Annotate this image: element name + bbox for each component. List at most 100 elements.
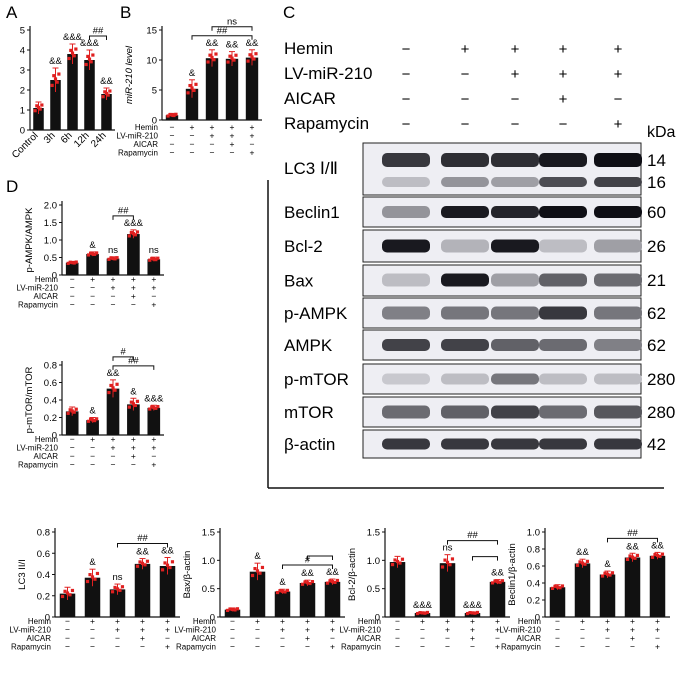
data-point (118, 588, 122, 592)
treatment-sign: − (170, 122, 175, 132)
blot-treatment-sign: − (461, 116, 470, 133)
blot-band (491, 306, 539, 320)
treatment-sign: − (605, 642, 610, 652)
treatment-sign: − (395, 633, 400, 643)
blot-band (594, 438, 642, 450)
data-point (495, 580, 500, 584)
y-axis-label: miR-210 level (124, 45, 135, 104)
blot-band (441, 373, 489, 385)
blot-treatment-label: Rapamycin (284, 114, 369, 133)
blot-row: 21 Bax (284, 264, 666, 297)
treatment-row-label: Hemin (358, 617, 381, 626)
treatment-sign: + (655, 625, 660, 635)
treatment-row-label: LV-miR-210 (499, 626, 541, 635)
data-point (192, 88, 196, 93)
bar (84, 60, 95, 130)
bar (649, 555, 666, 617)
treatment-sign: − (111, 460, 116, 470)
bar (464, 613, 481, 617)
data-point (214, 52, 218, 56)
y-tick-label: 0 (210, 613, 215, 624)
treatment-sign: − (255, 633, 260, 643)
y-tick-label: 0.6 (44, 378, 57, 389)
data-point (493, 579, 497, 583)
treatment-sign: − (170, 131, 175, 141)
y-axis-label: LC3 II/I (17, 559, 28, 590)
data-point (57, 72, 61, 76)
treatment-sign: − (395, 616, 400, 626)
data-point (67, 56, 71, 61)
treatment-row-label: Hemin (518, 617, 541, 626)
y-tick-label: 15 (146, 26, 157, 37)
treatment-row-label: Hemin (35, 275, 58, 284)
data-point (111, 256, 115, 260)
treatment-sign: − (90, 291, 95, 301)
comparison-bracket (607, 537, 658, 543)
data-point (653, 552, 657, 557)
significance-label: && (626, 541, 639, 552)
significance-label: &&& (63, 32, 83, 43)
data-point (255, 569, 260, 573)
bracket-label: # (121, 346, 127, 357)
data-point (111, 386, 115, 390)
treatment-sign: − (395, 625, 400, 635)
data-point (415, 611, 420, 616)
data-point (250, 55, 254, 59)
data-point (246, 59, 250, 63)
data-point (131, 232, 135, 236)
data-point (84, 62, 88, 67)
treatment-sign: + (580, 616, 585, 626)
treatment-sign: − (170, 139, 175, 149)
comparison-bracket (282, 564, 333, 570)
treatment-sign: + (90, 616, 95, 626)
treatment-row-label: LV-miR-210 (9, 626, 51, 635)
bar (134, 563, 151, 617)
treatment-sign: + (111, 283, 116, 293)
significance-label: && (651, 540, 664, 551)
treatment-sign: + (305, 625, 310, 635)
data-point (66, 411, 70, 415)
treatment-sign: − (250, 139, 255, 149)
y-tick-label: 0 (20, 126, 25, 137)
data-point (252, 57, 256, 61)
treatment-sign: − (470, 642, 475, 652)
blot-membrane (362, 142, 642, 196)
bar (33, 108, 44, 130)
y-tick-label: 0.8 (37, 528, 50, 539)
treatment-row-label: Hemin (35, 435, 58, 444)
data-point (583, 562, 587, 566)
treatment-sign: − (90, 443, 95, 453)
data-point (625, 557, 630, 562)
protein-label: β-actin (284, 435, 335, 454)
treatment-sign: − (655, 633, 660, 643)
y-tick-label: 2 (20, 86, 25, 97)
data-point (109, 383, 113, 388)
data-point (585, 559, 590, 563)
bar (67, 54, 78, 130)
treatment-sign: − (230, 616, 235, 626)
data-point (333, 580, 337, 584)
data-point (628, 554, 632, 558)
protein-label: Bax (284, 272, 314, 291)
data-point (40, 103, 44, 107)
bar (224, 609, 241, 617)
data-point (553, 584, 557, 588)
data-point (93, 577, 97, 581)
data-point (135, 564, 140, 568)
blot-treatment-sign: − (402, 116, 411, 133)
treatment-sign: − (420, 642, 425, 652)
treatment-sign: + (630, 616, 635, 626)
data-point (70, 409, 74, 413)
data-point (498, 580, 502, 584)
data-point (88, 251, 93, 255)
data-point (194, 82, 198, 86)
treatment-sign: + (655, 616, 660, 626)
treatment-sign: + (131, 451, 136, 461)
treatment-row-label: Hemin (135, 123, 158, 132)
bracket-label: ## (93, 26, 104, 37)
treatment-sign: + (90, 274, 95, 284)
treatment-sign: − (395, 642, 400, 652)
data-point (254, 52, 258, 56)
y-axis-label: Bcl-2/β-actin (347, 548, 358, 601)
data-point (212, 58, 216, 62)
